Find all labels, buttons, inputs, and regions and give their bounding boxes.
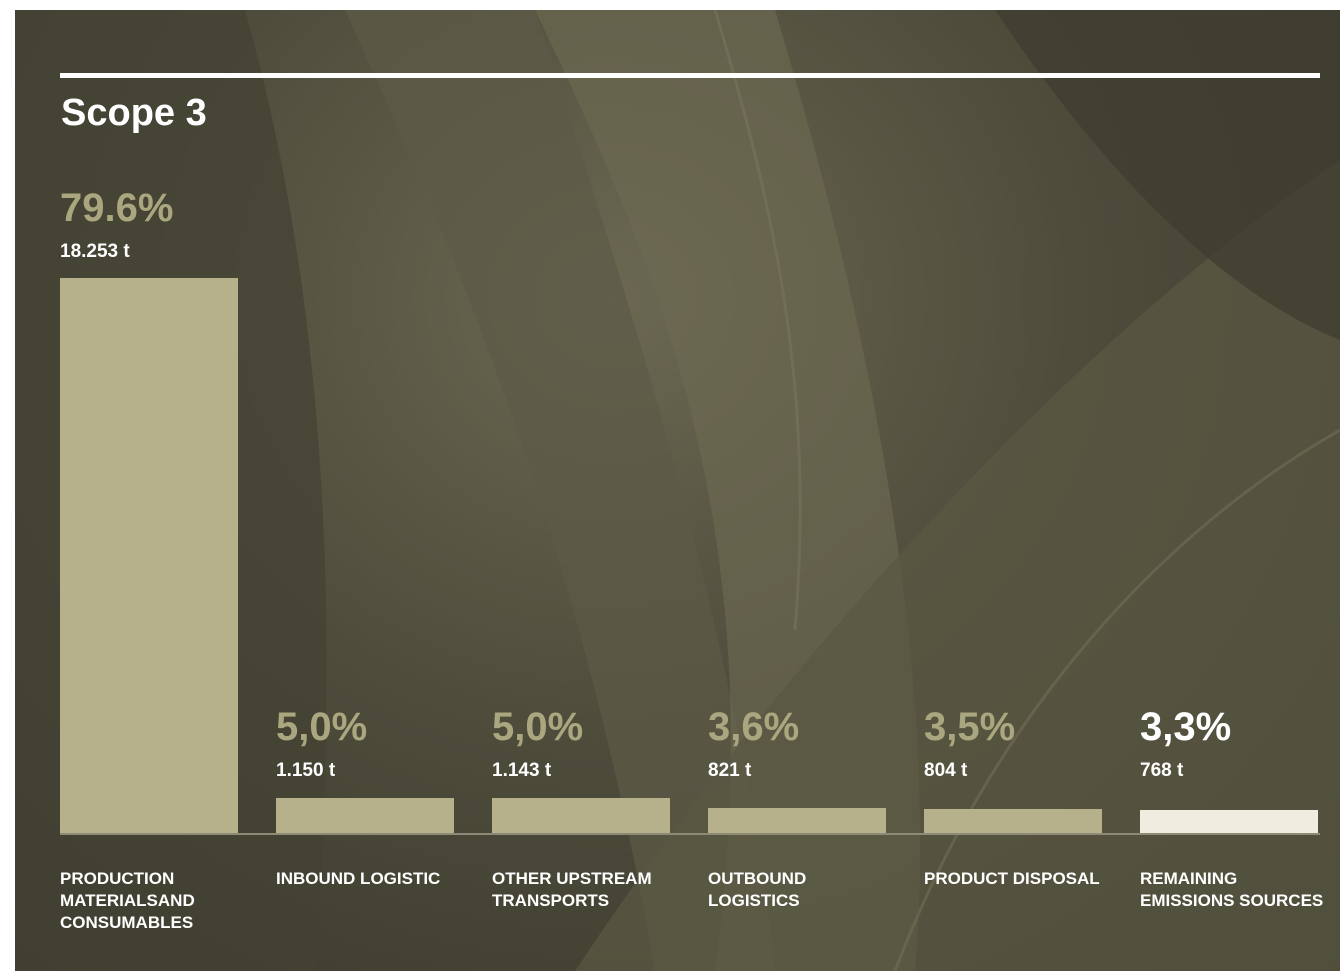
- value-label: 5,0%: [492, 705, 584, 749]
- value-label: 79.6%: [60, 186, 174, 230]
- category-label: INBOUND LOGISTIC: [276, 869, 441, 888]
- amount-label: 821 t: [708, 760, 752, 781]
- amount-label: 18.253 t: [60, 241, 130, 262]
- amount-label: 804 t: [924, 760, 968, 781]
- value-label: 3,6%: [708, 705, 800, 749]
- amount-label: 1.143 t: [492, 760, 552, 781]
- amount-label: 1.150 t: [276, 760, 336, 781]
- category-label: PRODUCTION MATERIALSAND CONSUMABLES: [60, 869, 195, 932]
- baseline: [60, 833, 1320, 835]
- chart: Scope 3 79.6% 18.253 t PRODUCTION MATERIAL…: [15, 10, 1340, 971]
- value-label: 5,0%: [276, 705, 368, 749]
- value-label: 3,5%: [924, 705, 1016, 749]
- chart-title: Scope 3: [61, 92, 207, 134]
- bar: [60, 278, 238, 833]
- bar: [708, 807, 886, 833]
- category-label: OUTBOUND LOGISTICS: [708, 869, 807, 910]
- bar: [276, 798, 454, 833]
- bar: [924, 808, 1102, 833]
- top-rule: [60, 73, 1320, 78]
- bar: [1140, 809, 1318, 833]
- value-label: 3,3%: [1140, 705, 1232, 749]
- bar: [492, 798, 670, 833]
- category-label: REMAINING EMISSIONS SOURCES: [1140, 869, 1324, 910]
- category-label: OTHER UPSTREAM TRANSPORTS: [492, 869, 652, 910]
- amount-label: 768 t: [1140, 760, 1184, 781]
- category-label: PRODUCT DISPOSAL: [924, 869, 1100, 888]
